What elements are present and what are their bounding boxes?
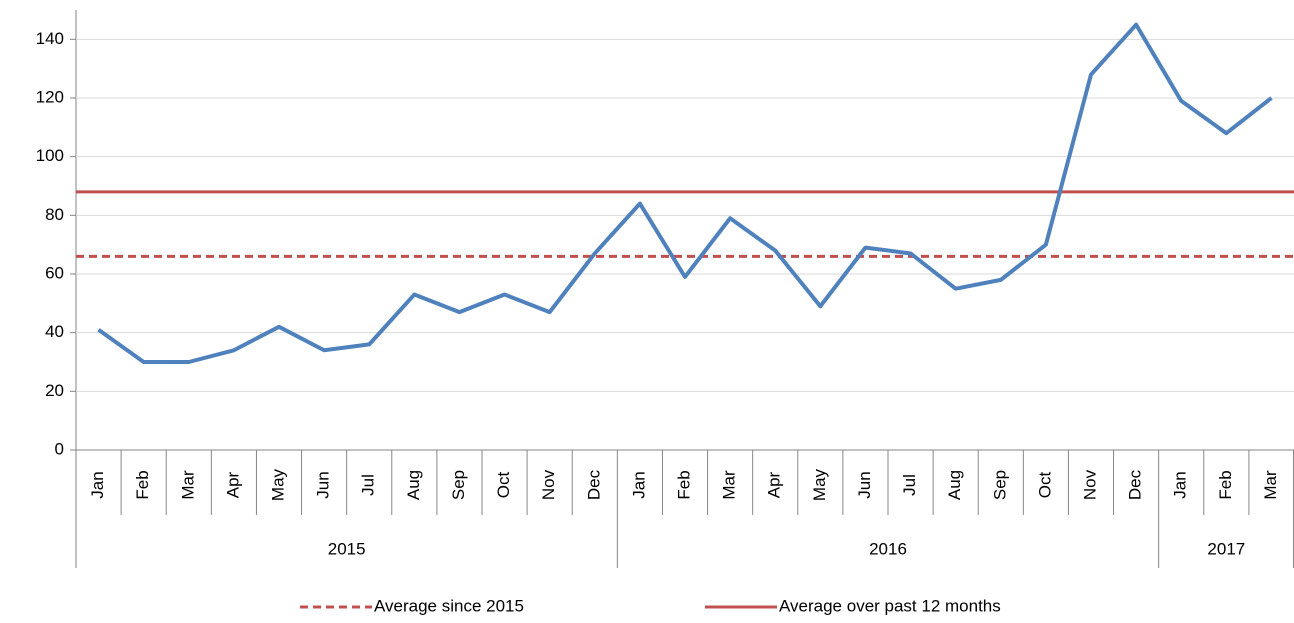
x-tick-label: Oct xyxy=(1035,472,1054,499)
x-tick-label: Jul xyxy=(900,474,919,496)
y-tick-label: 20 xyxy=(45,381,64,400)
data-line xyxy=(97,22,1273,364)
x-tick-label: Aug xyxy=(404,470,423,500)
y-tick-label: 120 xyxy=(36,87,64,106)
x-tick-label: Aug xyxy=(945,470,964,500)
x-tick-label: Mar xyxy=(178,470,197,500)
x-tick-label: May xyxy=(810,468,829,501)
x-tick-label: Jul xyxy=(359,474,378,496)
x-tick-label: Mar xyxy=(1261,470,1280,500)
y-tick-label: 0 xyxy=(55,439,64,458)
x-tick-label: Jun xyxy=(855,471,874,498)
x-tick-label: Apr xyxy=(765,471,784,498)
x-tick-label: Jan xyxy=(88,471,107,498)
x-tick-label: Nov xyxy=(539,469,558,500)
group-label: 2016 xyxy=(869,539,907,558)
legend-label: Average over past 12 months xyxy=(779,596,1001,615)
x-tick-label: Jun xyxy=(314,471,333,498)
x-tick-label: Feb xyxy=(1216,470,1235,499)
x-tick-label: Dec xyxy=(1126,469,1145,500)
x-tick-label: Apr xyxy=(223,471,242,498)
y-tick-label: 80 xyxy=(45,205,64,224)
x-tick-label: Jan xyxy=(629,471,648,498)
y-tick-label: 60 xyxy=(45,263,64,282)
group-label: 2017 xyxy=(1207,539,1245,558)
y-tick-label: 100 xyxy=(36,146,64,165)
x-tick-label: Nov xyxy=(1080,469,1099,500)
x-tick-label: Oct xyxy=(494,472,513,499)
x-tick-label: Feb xyxy=(133,470,152,499)
x-tick-label: Sep xyxy=(990,470,1009,500)
x-tick-label: Feb xyxy=(674,470,693,499)
legend-label: Average since 2015 xyxy=(374,596,524,615)
x-tick-label: Dec xyxy=(584,469,603,500)
group-label: 2015 xyxy=(328,539,366,558)
y-tick-label: 40 xyxy=(45,322,64,341)
x-tick-label: Mar xyxy=(720,470,739,500)
x-tick-label: Sep xyxy=(449,470,468,500)
y-tick-label: 140 xyxy=(36,29,64,48)
x-tick-label: Jan xyxy=(1171,471,1190,498)
x-tick-label: May xyxy=(268,468,287,501)
